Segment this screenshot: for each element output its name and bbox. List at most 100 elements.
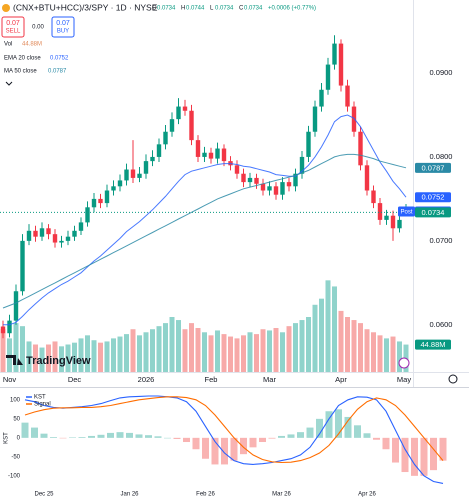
volume-bar bbox=[195, 328, 201, 372]
legend-name: EMA 20 close bbox=[4, 56, 41, 62]
candle-body bbox=[273, 186, 279, 195]
last-price-badge-bg bbox=[415, 207, 451, 218]
histogram-bar bbox=[69, 437, 76, 438]
events-icon[interactable] bbox=[398, 357, 410, 369]
histogram-bar bbox=[373, 437, 380, 440]
volume-bar bbox=[176, 320, 181, 372]
legend-value: 0.0752 bbox=[50, 56, 69, 62]
volume-bar bbox=[85, 335, 90, 372]
collapse-icon[interactable] bbox=[5, 81, 13, 86]
legend-value: 0.0787 bbox=[48, 69, 67, 75]
x-tick-label: Nov bbox=[3, 375, 17, 384]
candle-body bbox=[247, 177, 253, 183]
candle-body bbox=[182, 106, 188, 111]
candle-body bbox=[208, 152, 214, 159]
ohlc-letter: H bbox=[181, 6, 185, 12]
volume-bar bbox=[117, 336, 123, 372]
candle-body bbox=[364, 165, 370, 191]
ohlc-letter: C bbox=[239, 6, 244, 12]
candle-body bbox=[0, 326, 6, 334]
candle-body bbox=[234, 165, 240, 174]
candle-body bbox=[111, 186, 116, 191]
volume-bar bbox=[104, 341, 110, 372]
ohlc-value: 0.0734 bbox=[157, 6, 176, 12]
candle-body bbox=[130, 169, 136, 178]
candle-body bbox=[371, 190, 376, 204]
histogram-bar bbox=[287, 434, 295, 438]
candle-body bbox=[104, 190, 110, 204]
volume-bar bbox=[397, 341, 402, 372]
candle-body bbox=[52, 234, 58, 243]
volume-bar bbox=[111, 338, 116, 372]
y-tick-label: 0.0600 bbox=[430, 320, 453, 329]
volume-bar bbox=[325, 280, 331, 372]
candle-body bbox=[78, 222, 84, 231]
histogram-bar bbox=[430, 437, 437, 471]
histogram-bar bbox=[411, 437, 418, 476]
volume-bar bbox=[293, 323, 298, 372]
y-tick-label: 100 bbox=[10, 397, 21, 403]
candle-body bbox=[124, 169, 129, 181]
candle-body bbox=[150, 156, 155, 162]
histogram-bar bbox=[363, 433, 371, 438]
ohlc-value: 0.0734 bbox=[244, 6, 263, 12]
x-tick-label: Mar bbox=[263, 375, 276, 384]
volume-bar bbox=[312, 304, 318, 372]
candle-body bbox=[91, 198, 97, 208]
volume-bar bbox=[208, 335, 214, 372]
histogram-bar bbox=[173, 437, 181, 439]
candle-body bbox=[59, 240, 64, 243]
candle-body bbox=[345, 85, 350, 107]
y-tick-label: -50 bbox=[11, 454, 20, 460]
buy-price: 0.07 bbox=[56, 20, 70, 27]
histogram-bar bbox=[316, 418, 323, 438]
volume-bar bbox=[169, 317, 175, 372]
volume-bar bbox=[319, 298, 324, 372]
volume-bar bbox=[267, 330, 272, 372]
volume-bar bbox=[52, 341, 58, 372]
legend-name: MA 50 close bbox=[4, 69, 37, 75]
post-label-bg bbox=[398, 206, 415, 217]
spread: 0.00 bbox=[32, 25, 44, 31]
sell-label: SELL bbox=[6, 29, 21, 35]
candle-body bbox=[390, 215, 396, 229]
buy-button[interactable] bbox=[51, 16, 75, 38]
ohlc-value: 0.0734 bbox=[215, 6, 234, 12]
candle-body bbox=[286, 182, 292, 187]
change: +0.0006 (+0.77%) bbox=[268, 6, 316, 12]
x-tick-label: Feb bbox=[205, 375, 218, 384]
y-tick-label: 0.0900 bbox=[430, 68, 453, 77]
volume-bar bbox=[182, 329, 188, 372]
x-tick-label: Mar 26 bbox=[272, 492, 291, 498]
volume-bar bbox=[280, 332, 285, 372]
volume-bar bbox=[98, 342, 103, 372]
candle-body bbox=[117, 180, 123, 187]
ohlc-letter: O bbox=[152, 6, 157, 12]
y-tick-label: -100 bbox=[8, 473, 21, 479]
histogram-bar bbox=[126, 432, 133, 438]
settings-icon[interactable] bbox=[448, 374, 458, 384]
candle-body bbox=[202, 152, 207, 157]
histogram-bar bbox=[297, 432, 304, 438]
histogram-bar bbox=[249, 437, 257, 448]
ma-line bbox=[3, 114, 407, 326]
histogram-bar bbox=[306, 427, 314, 438]
series-last-badge-bg bbox=[415, 192, 451, 203]
histogram-bar bbox=[183, 437, 190, 443]
candle-body bbox=[319, 89, 324, 107]
candle-body bbox=[7, 320, 12, 334]
legend-volume-name: Vol bbox=[4, 42, 12, 48]
series-last-badge: 0.0787 bbox=[422, 163, 445, 172]
x-tick-label: Apr 26 bbox=[358, 492, 376, 498]
volume-bar bbox=[26, 341, 32, 372]
histogram-bar bbox=[107, 432, 114, 438]
candle-body bbox=[137, 173, 142, 178]
volume-bar bbox=[215, 330, 220, 372]
candle-body bbox=[46, 228, 51, 235]
x-tick-label: Feb 26 bbox=[196, 492, 215, 498]
sell-button[interactable] bbox=[1, 16, 25, 38]
kst-pane: 100 50 0 -50 -100 KST Dec 25 Jan 26 Feb 26 Mar 26… bbox=[4, 395, 447, 498]
histogram-bar bbox=[164, 437, 171, 439]
candle-body bbox=[397, 219, 402, 229]
